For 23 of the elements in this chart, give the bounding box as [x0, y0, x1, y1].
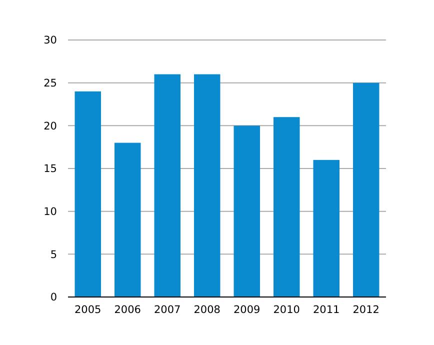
y-tick-label: 5: [50, 248, 57, 261]
y-tick-label: 30: [44, 34, 57, 47]
x-tick-label: 2007: [154, 304, 181, 316]
y-tick-label: 0: [50, 292, 57, 304]
x-tick-label: 2009: [234, 304, 260, 316]
x-tick-label: 2010: [273, 304, 300, 316]
bar: [313, 160, 340, 297]
y-tick-label: 10: [44, 206, 57, 218]
y-tick-label: 20: [44, 120, 57, 132]
bar: [234, 126, 260, 297]
x-tick-label: 2008: [194, 304, 220, 316]
y-tick-label: 15: [44, 163, 57, 176]
x-tick-label: 2005: [74, 304, 102, 316]
bar: [114, 142, 141, 297]
x-tick-label: 2006: [114, 304, 142, 316]
bar: [74, 91, 101, 297]
bar: [274, 117, 300, 297]
x-tick-label: 2011: [313, 304, 340, 316]
bar: [353, 82, 380, 297]
bar: [194, 74, 220, 297]
x-tick-label: 2012: [352, 304, 380, 316]
bar: [154, 74, 180, 297]
y-tick-label: 25: [44, 78, 57, 90]
